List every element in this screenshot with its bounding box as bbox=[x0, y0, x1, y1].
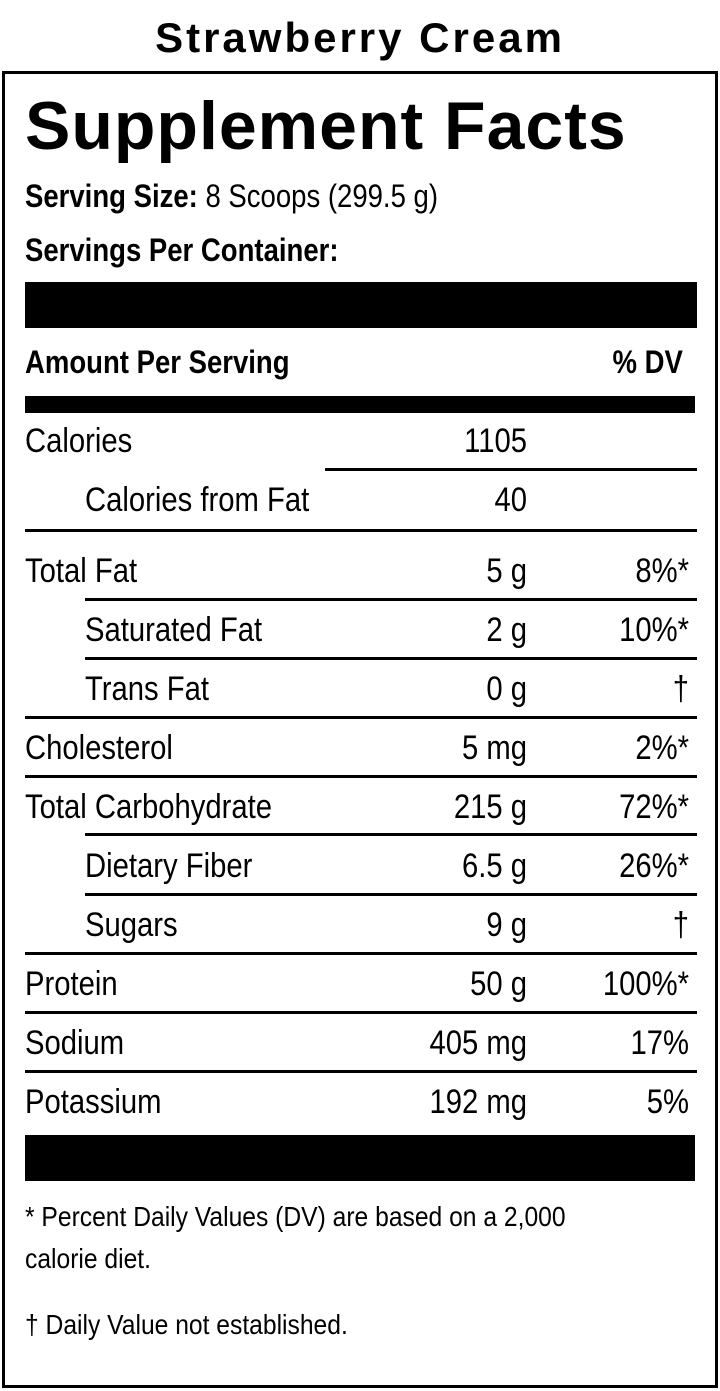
nutrient-percent-dv: 17% bbox=[630, 1024, 689, 1062]
nutrient-amount: 9 g bbox=[486, 906, 527, 944]
nutrient-row: Potassium 192 mg 5% bbox=[25, 1073, 689, 1131]
thick-divider-top bbox=[25, 282, 697, 328]
panel-title: Supplement Facts bbox=[25, 88, 627, 164]
nutrient-label: Total Fat bbox=[25, 552, 138, 590]
nutrient-label: Potassium bbox=[25, 1083, 162, 1121]
nutrient-row: Saturated Fat 2 g 10%* bbox=[85, 601, 689, 659]
nutrient-percent-dv: 100%* bbox=[602, 965, 689, 1003]
nutrient-label: Sodium bbox=[25, 1024, 125, 1062]
row-divider bbox=[25, 1070, 697, 1073]
servings-per-container: Servings Per Container: bbox=[25, 230, 339, 270]
supplement-facts-panel: Supplement Facts Serving Size: 8 Scoops … bbox=[2, 71, 718, 1388]
nutrient-amount: 40 bbox=[494, 481, 527, 519]
nutrient-amount: 215 g bbox=[453, 788, 527, 826]
nutrient-percent-dv: 2%* bbox=[635, 729, 689, 767]
flavor-name: Strawberry Cream bbox=[155, 14, 565, 61]
serving-size: Serving Size: 8 Scoops (299.5 g) bbox=[25, 176, 438, 216]
nutrient-amount: 50 g bbox=[470, 965, 527, 1003]
servings-per-container-label: Servings Per Container: bbox=[25, 232, 339, 268]
row-divider bbox=[85, 598, 697, 601]
nutrient-label: Calories bbox=[25, 422, 133, 460]
nutrient-percent-dv: 72%* bbox=[619, 788, 689, 826]
nutrient-percent-dv: † bbox=[672, 670, 689, 708]
column-header: Amount Per Serving % DV bbox=[25, 340, 689, 384]
nutrient-label: Saturated Fat bbox=[85, 611, 263, 649]
thick-divider-bottom bbox=[25, 1135, 695, 1181]
nutrient-label: Cholesterol bbox=[25, 729, 173, 767]
nutrient-percent-dv bbox=[551, 412, 689, 470]
nutrient-amount: 0 g bbox=[486, 670, 527, 708]
nutrient-row: Total Carbohydrate 215 g 72%* bbox=[25, 778, 689, 836]
nutrient-row: Sodium 405 mg 17% bbox=[25, 1014, 689, 1072]
row-divider bbox=[25, 952, 697, 955]
nutrient-label: Sugars bbox=[85, 906, 178, 944]
row-divider bbox=[25, 716, 697, 719]
nutrient-row: Protein 50 g 100%* bbox=[25, 955, 689, 1013]
nutrient-label: Total Carbohydrate bbox=[25, 788, 273, 826]
nutrient-percent-dv: 26%* bbox=[619, 847, 689, 885]
footnote-dagger: † Daily Value not established. bbox=[25, 1309, 348, 1340]
serving-size-label: Serving Size: bbox=[25, 178, 198, 214]
nutrient-label: Dietary Fiber bbox=[85, 847, 253, 885]
row-divider bbox=[85, 893, 697, 896]
thick-divider-header bbox=[25, 396, 695, 413]
row-divider bbox=[85, 833, 697, 836]
nutrient-row: Calories from Fat 40 bbox=[85, 471, 689, 529]
row-divider bbox=[25, 1011, 697, 1014]
serving-size-value: 8 Scoops (299.5 g) bbox=[197, 178, 439, 214]
footnote-dv-line1: * Percent Daily Values (DV) are based on… bbox=[25, 1201, 566, 1232]
nutrient-row: Dietary Fiber 6.5 g 26%* bbox=[85, 837, 689, 895]
nutrient-amount: 5 g bbox=[486, 552, 527, 590]
row-divider bbox=[25, 775, 697, 778]
nutrient-row: Calories 1105 bbox=[25, 412, 689, 470]
nutrient-label: Trans Fat bbox=[85, 670, 210, 708]
nutrient-amount: 192 mg bbox=[429, 1083, 527, 1121]
nutrient-row: Sugars 9 g † bbox=[85, 896, 689, 954]
nutrient-label: Protein bbox=[25, 965, 118, 1003]
row-divider bbox=[85, 657, 697, 660]
nutrient-amount: 6.5 g bbox=[461, 847, 527, 885]
nutrient-row: Trans Fat 0 g † bbox=[85, 660, 689, 718]
nutrient-percent-dv bbox=[551, 471, 689, 529]
row-divider bbox=[325, 468, 697, 471]
nutrient-row: Cholesterol 5 mg 2%* bbox=[25, 719, 689, 777]
nutrient-row: Total Fat 5 g 8%* bbox=[25, 542, 689, 600]
row-divider bbox=[25, 529, 697, 532]
nutrient-percent-dv: 10%* bbox=[619, 611, 689, 649]
nutrient-percent-dv: 5% bbox=[646, 1083, 689, 1121]
header-amount-per-serving: Amount Per Serving bbox=[25, 344, 290, 380]
nutrient-percent-dv: 8%* bbox=[635, 552, 689, 590]
nutrient-amount: 405 mg bbox=[429, 1024, 527, 1062]
nutrient-amount: 2 g bbox=[486, 611, 527, 649]
nutrient-label: Calories from Fat bbox=[85, 481, 310, 519]
nutrient-amount: 1105 bbox=[464, 422, 527, 460]
nutrient-amount: 5 mg bbox=[461, 729, 527, 767]
header-percent-dv: % DV bbox=[612, 344, 683, 380]
nutrient-percent-dv: † bbox=[672, 906, 689, 944]
footnote-dv-line2: calorie diet. bbox=[25, 1243, 152, 1274]
